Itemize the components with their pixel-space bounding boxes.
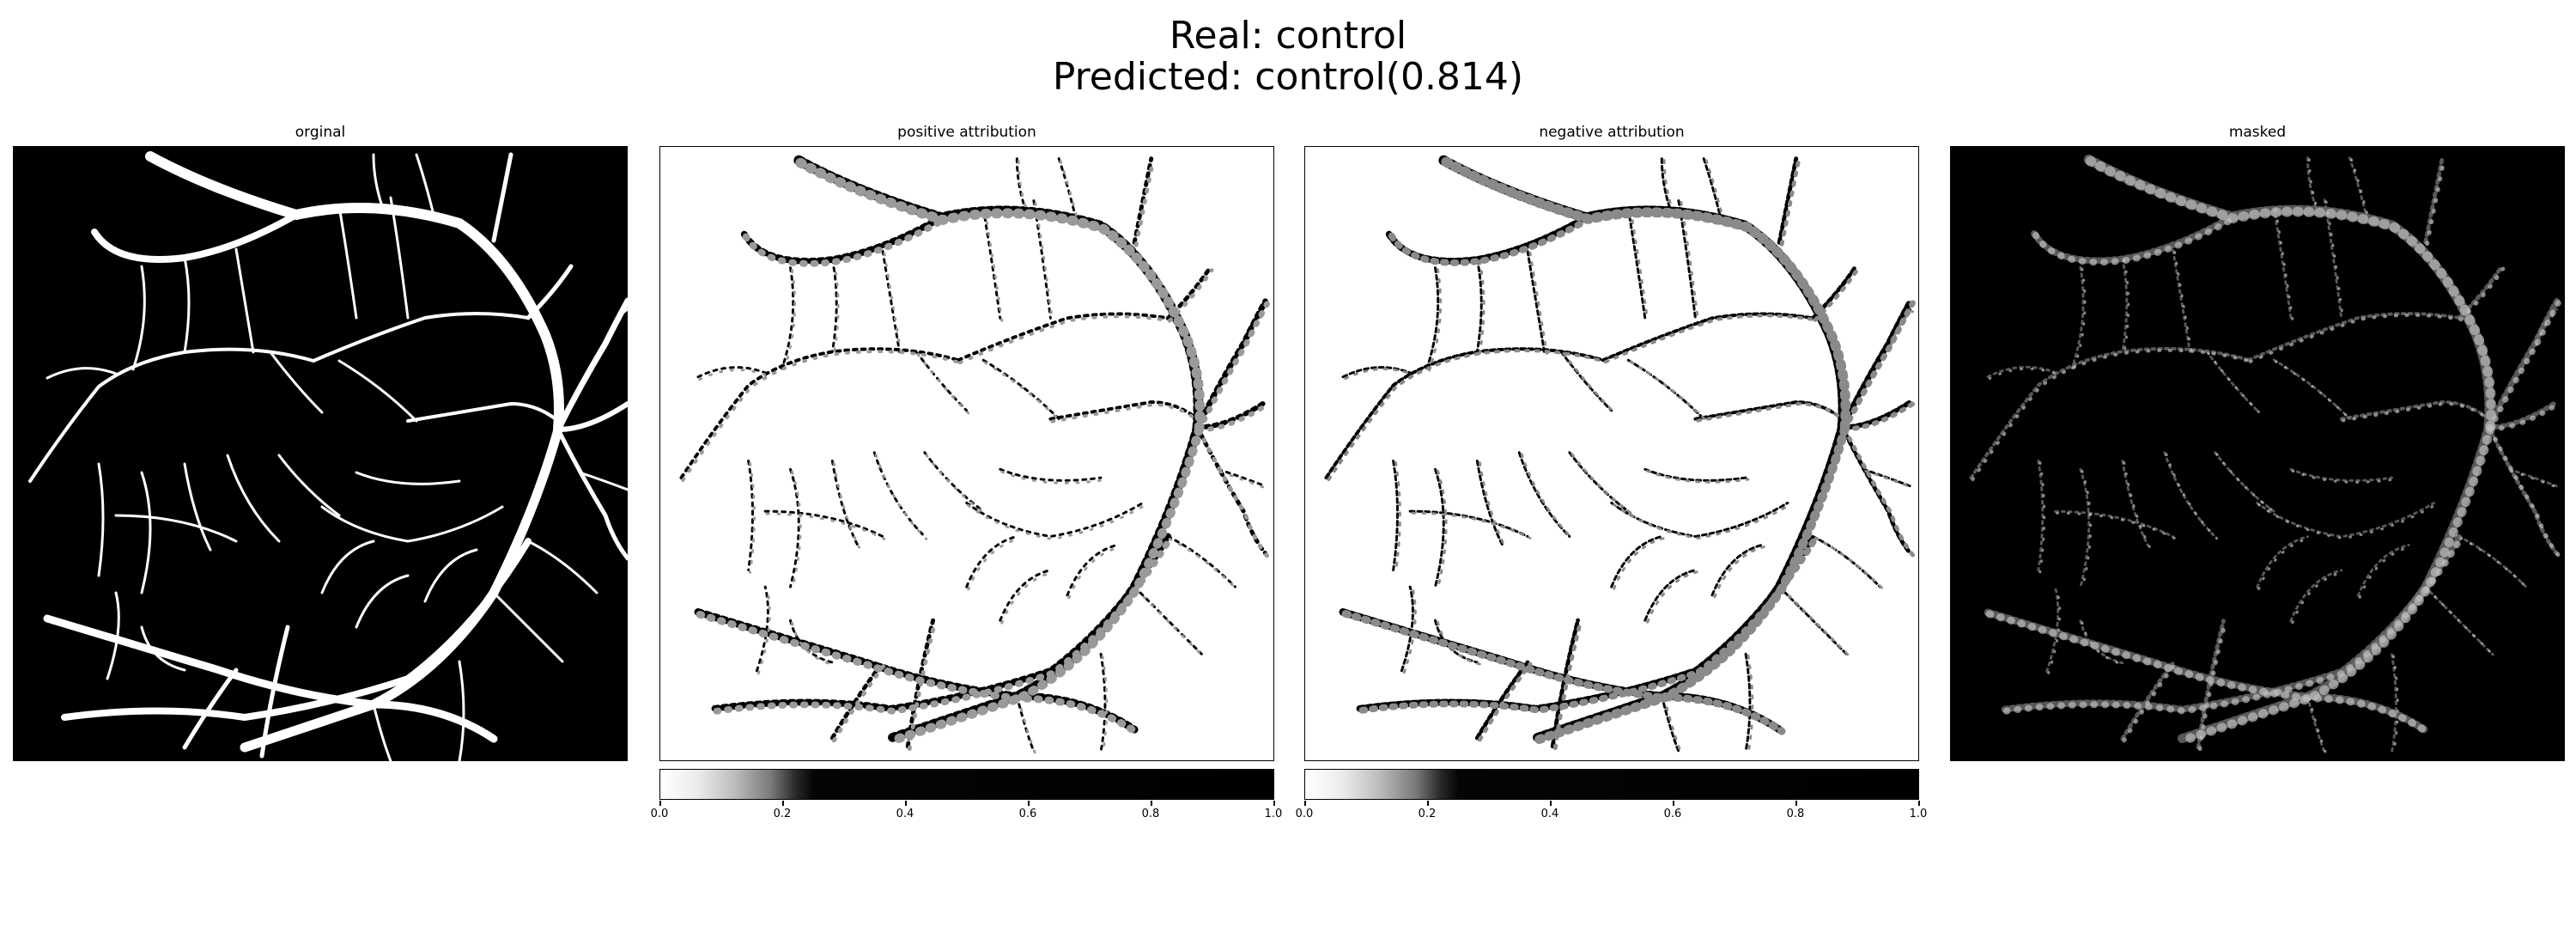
positive-attribution-map (660, 147, 1273, 760)
figure-title-predicted: Predicted: control(0.814) (1052, 55, 1524, 99)
colorbar-tick-label: 0.6 (1663, 808, 1682, 820)
colorbar-tick (1550, 801, 1552, 806)
colorbar-tick-label: 0.4 (1540, 808, 1559, 820)
panel-title-masked: masked (2228, 124, 2287, 141)
masked-image (1950, 146, 2565, 761)
colorbar-tick-label: 0.2 (773, 808, 792, 820)
colorbar-tick-label: 1.0 (1909, 808, 1928, 820)
masked-vessel-image (1950, 146, 2565, 761)
colorbar-tick (1795, 801, 1797, 806)
colorbar-tick (1427, 801, 1429, 806)
positive-attribution-image (659, 146, 1274, 761)
original-image (13, 146, 628, 761)
colorbar-tick-label: 0.4 (896, 808, 914, 820)
colorbar-tick (1304, 801, 1306, 806)
colorbar-tick-label: 1.0 (1264, 808, 1283, 820)
colorbar-tick (1918, 801, 1920, 806)
colorbar-tick-label: 0.8 (1141, 808, 1160, 820)
panel-title-positive-attribution: positive attribution (897, 124, 1036, 141)
colorbar-tick (1673, 801, 1674, 806)
colorbar-tick-label: 0.6 (1018, 808, 1037, 820)
colorbar-tick-label: 0.0 (650, 808, 669, 820)
colorbar-tick-label: 0.8 (1786, 808, 1805, 820)
colorbar-tick (659, 801, 661, 806)
panel-title-original: orginal (295, 124, 346, 141)
colorbar-tick (782, 801, 784, 806)
colorbar-tick-label: 0.0 (1295, 808, 1314, 820)
figure-title-real: Real: control (1169, 14, 1407, 58)
negative-attribution-colorbar (1304, 769, 1919, 800)
panel-title-negative-attribution: negative attribution (1539, 124, 1685, 141)
positive-attribution-colorbar (659, 769, 1274, 800)
colorbar-tick (1151, 801, 1152, 806)
colorbar-tick (1273, 801, 1275, 806)
colorbar-tick-label: 0.2 (1418, 808, 1437, 820)
colorbar-tick (905, 801, 907, 806)
original-vessel-image (13, 146, 628, 761)
colorbar-tick (1028, 801, 1030, 806)
negative-attribution-image (1304, 146, 1919, 761)
negative-attribution-map (1305, 147, 1918, 760)
